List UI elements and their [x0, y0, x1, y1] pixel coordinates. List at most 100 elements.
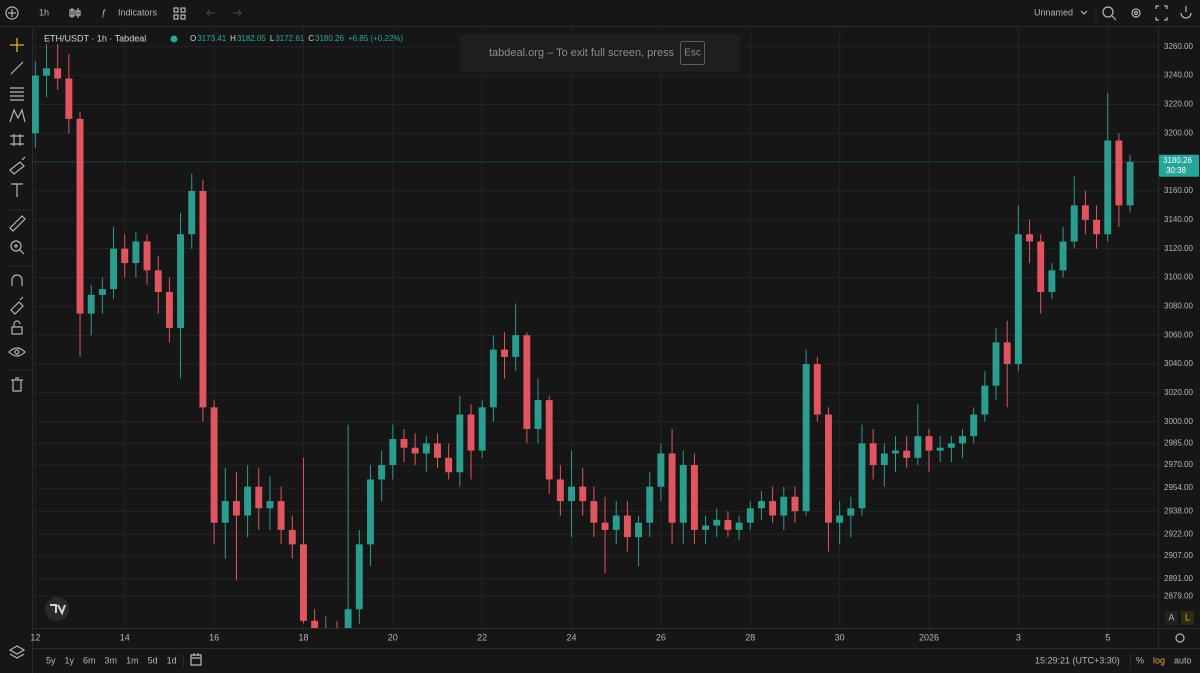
candle-body [132, 241, 140, 264]
hide-tool[interactable] [8, 347, 26, 357]
brush-tool[interactable] [9, 156, 26, 175]
zoom-tool[interactable] [10, 240, 22, 252]
candle-body [288, 529, 296, 545]
candle-body [400, 439, 408, 448]
hint-text: tabdeal.org – To exit full screen, press [489, 47, 675, 59]
auto-scale-button[interactable] [1165, 611, 1178, 625]
x-tick-label: 28 [745, 632, 755, 642]
range-button[interactable]: 1d [167, 655, 177, 665]
trend-line-tool[interactable] [10, 61, 24, 75]
range-buttons: 5y 1y 6m 3m 1m 5d 1d [46, 655, 177, 665]
stay-drawing-tool[interactable] [10, 296, 24, 315]
candle-body [456, 414, 464, 473]
candle-body [1104, 140, 1112, 235]
left-toolbar [8, 27, 33, 673]
range-button[interactable]: 3m [105, 655, 118, 665]
indicators-button[interactable]: Indicators [118, 7, 158, 17]
candle-body [847, 508, 855, 516]
last-price-tag [1159, 154, 1199, 177]
candle-body [266, 501, 274, 509]
y-tick-label: 2907.00 [1164, 551, 1193, 560]
candle-body [489, 349, 497, 408]
templates-icon[interactable] [173, 7, 186, 20]
logo[interactable] [45, 597, 69, 621]
candle-body [601, 522, 609, 530]
fullscreen-hint: tabdeal.org – To exit full screen, press… [460, 34, 740, 72]
range-button[interactable]: 5y [46, 655, 56, 665]
range-button[interactable]: 1m [126, 655, 139, 665]
y-tick-label: 3060.00 [1164, 330, 1193, 339]
crosshair-tool[interactable] [10, 38, 24, 52]
y-tick-label: 2922.00 [1164, 529, 1193, 538]
search-icon[interactable] [1102, 6, 1114, 18]
candle-body [936, 447, 944, 451]
candle-body [724, 519, 732, 530]
auto-scale-label[interactable]: A [1168, 612, 1174, 622]
top-toolbar: 1h ƒ Indicators Unnamed [0, 5, 1200, 27]
auto-toggle[interactable]: auto [1174, 655, 1192, 665]
candle-body [98, 289, 106, 295]
projection-tool[interactable] [10, 134, 24, 146]
lock-tool[interactable] [11, 326, 23, 335]
log-toggle[interactable]: log [1153, 655, 1165, 665]
y-tick-label: 3080.00 [1164, 301, 1193, 310]
interval-button[interactable]: 1h [39, 7, 49, 17]
ohlc-value: 3180.26 [315, 34, 344, 43]
redo-icon[interactable] [233, 9, 242, 17]
candle-body [1070, 205, 1078, 242]
candle-body [177, 234, 185, 328]
candle-body [1037, 241, 1045, 292]
log-scale-button[interactable] [1181, 611, 1194, 625]
magnet-tool[interactable] [11, 274, 23, 286]
candle-body [422, 443, 430, 454]
candle-body [780, 496, 788, 516]
candle-body [277, 501, 285, 530]
add-symbol-icon[interactable] [5, 6, 19, 20]
candle-body [690, 465, 698, 530]
esc-key [680, 41, 705, 65]
undo-icon[interactable] [206, 9, 215, 17]
log-scale-label[interactable]: L [1185, 612, 1190, 622]
candle-body [646, 486, 654, 523]
go-to-date-icon[interactable] [190, 653, 202, 666]
candle-body [713, 519, 721, 526]
settings-icon[interactable] [1131, 8, 1141, 18]
axis-settings-icon[interactable] [1175, 633, 1185, 643]
range-button[interactable]: 6m [83, 655, 96, 665]
layout-name[interactable]: Unnamed [1034, 7, 1073, 17]
pattern-tool[interactable] [9, 108, 26, 123]
clock: 15:29:21 (UTC+3:30) [1035, 655, 1120, 665]
candle-body [221, 501, 229, 523]
candle-body [668, 453, 676, 523]
fib-tool[interactable] [10, 87, 24, 101]
candle-body [154, 270, 162, 292]
percent-toggle[interactable]: % [1136, 655, 1144, 665]
snapshot-icon[interactable] [1180, 6, 1192, 19]
delete-tool[interactable] [11, 377, 23, 392]
range-button[interactable]: 5d [148, 655, 158, 665]
candle-body [65, 78, 73, 119]
text-tool[interactable] [11, 183, 23, 197]
candle-body [791, 496, 799, 512]
ruler-tool[interactable] [9, 215, 26, 232]
ohlc-key: C [308, 34, 314, 43]
axis-labels: 3260.003240.003220.003200.003180.003160.… [30, 42, 1199, 642]
candle-body [992, 342, 1000, 386]
y-tick-label: 2891.00 [1164, 574, 1193, 583]
ohlc-key: O [190, 34, 196, 43]
candle-body [635, 522, 643, 538]
candle-body [970, 414, 978, 437]
symbol[interactable]: ETH/USDT · 1h · Tabdeal [44, 33, 146, 43]
y-tick-label: 3240.00 [1164, 71, 1193, 80]
candle-body [87, 294, 95, 314]
chart-type-icon[interactable] [69, 8, 81, 18]
candle-body [255, 486, 263, 509]
candle-body [121, 248, 129, 264]
fullscreen-icon[interactable] [1155, 5, 1168, 21]
x-tick-label: 2026 [919, 632, 939, 642]
range-button[interactable]: 1y [65, 655, 75, 665]
candle-body [903, 450, 911, 458]
ohlc-key: L [270, 34, 275, 43]
object-tree-icon[interactable] [8, 645, 26, 659]
candle-body [590, 501, 598, 523]
